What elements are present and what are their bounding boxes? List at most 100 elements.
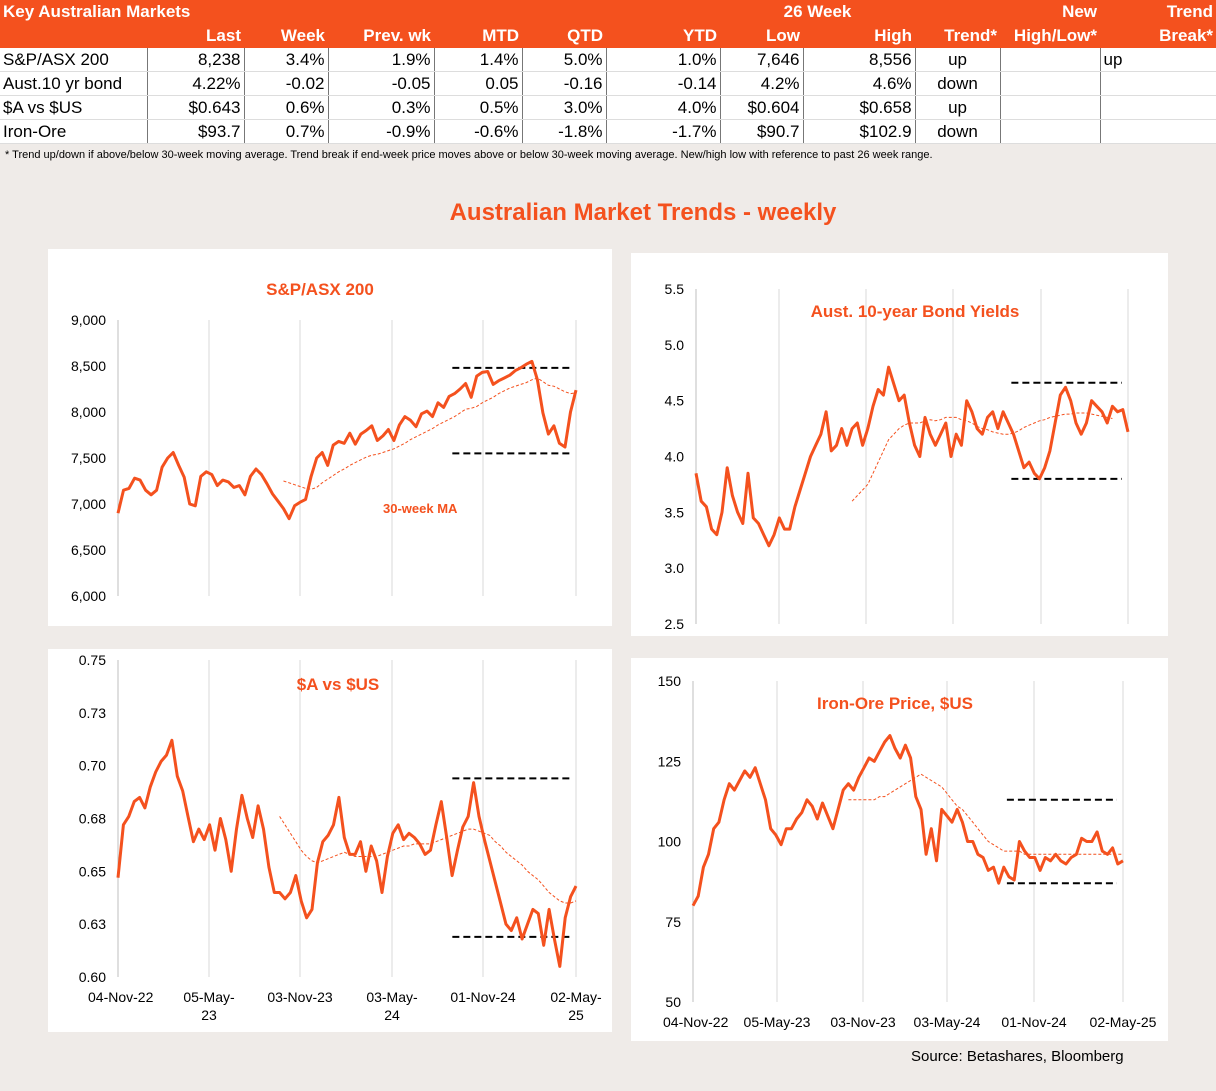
price-line — [116, 359, 578, 521]
cell-name: Iron-Ore — [0, 119, 148, 144]
x-tick-label: 03-Nov-23 — [830, 1014, 896, 1030]
cell-high: 8,556 — [803, 48, 916, 72]
cell-name: $A vs $US — [0, 95, 148, 120]
x-tick-label: 25 — [568, 1007, 584, 1023]
cell-high: $102.9 — [803, 119, 916, 144]
cell-ytd: -0.14 — [606, 71, 721, 96]
price-line — [116, 738, 578, 968]
col-header: MTD — [434, 24, 523, 48]
x-tick-label: 05-May-23 — [744, 1014, 811, 1030]
y-tick-label: 75 — [665, 914, 681, 930]
col-header: Break* — [1100, 24, 1216, 48]
x-tick-label: 04-Nov-22 — [88, 989, 154, 1005]
y-tick-label: 0.60 — [79, 969, 106, 985]
y-tick-label: 2.5 — [665, 616, 685, 632]
x-tick-label: 03-May- — [366, 989, 418, 1005]
cell-trend: up — [915, 48, 1001, 72]
x-tick-label: 23 — [201, 1007, 217, 1023]
x-tick-label: 24 — [384, 1007, 400, 1023]
cell-low: 7,646 — [720, 48, 804, 72]
ma-line — [848, 773, 1123, 855]
bond-chart-panel: 2.5 3.0 3.5 4.0 4.5 5.0 5.5 Aust. 10-year Bond … — [631, 253, 1168, 636]
table-title: Key Australian Markets — [0, 0, 245, 24]
cell-mtd: -0.6% — [434, 119, 523, 144]
asx-chart-panel: 6,000 6,500 7,000 7,500 8,000 8,500 9,000 S&P/A… — [48, 249, 612, 626]
x-tick-label: 03-Nov-23 — [267, 989, 333, 1005]
y-tick-label: 0.65 — [79, 863, 106, 879]
cell-mtd: 0.5% — [434, 95, 523, 120]
col-header: Week — [244, 24, 329, 48]
cell-low: $0.604 — [720, 95, 804, 120]
y-tick-label: 7,500 — [71, 450, 106, 466]
y-tick-label: 0.73 — [79, 705, 106, 721]
cell-trend: up — [915, 95, 1001, 120]
y-tick-label: 4.5 — [665, 393, 685, 409]
y-tick-label: 50 — [665, 994, 681, 1010]
cell-newhl — [1000, 95, 1101, 120]
col-header: Trend* — [915, 24, 1001, 48]
ma-line — [283, 377, 577, 490]
aud-usd-chart: 0.60 0.63 0.65 0.68 0.70 0.73 0.75 04-Nov-22 05-… — [79, 652, 602, 1023]
y-tick-label: 0.75 — [79, 652, 106, 668]
chart-title: $A vs $US — [297, 675, 380, 694]
ma-line — [851, 412, 1113, 502]
y-tick-label: 4.0 — [665, 449, 685, 465]
y-tick-label: 125 — [658, 753, 682, 769]
cell-trend: down — [915, 119, 1001, 144]
cell-last: 4.22% — [147, 71, 245, 96]
col-header: High/Low* — [1000, 24, 1101, 48]
table-row: Iron-Ore $93.7 0.7% -0.9% -0.6% -1.8% -1.7% $90… — [0, 119, 1216, 144]
cell-high: 4.6% — [803, 71, 916, 96]
cell-last: $0.643 — [147, 95, 245, 120]
table-footnote: * Trend up/down if above/below 30-week m… — [5, 149, 933, 161]
price-line — [694, 365, 1130, 548]
aud-chart-panel: 0.60 0.63 0.65 0.68 0.70 0.73 0.75 04-Nov-22 05-… — [48, 649, 612, 1032]
cell-last: 8,238 — [147, 48, 245, 72]
y-tick-label: 9,000 — [71, 312, 106, 328]
cell-mtd: 1.4% — [434, 48, 523, 72]
col-header: QTD — [522, 24, 607, 48]
cell-ytd: 1.0% — [606, 48, 721, 72]
col-header: Last — [147, 24, 245, 48]
cell-qtd: -1.8% — [522, 119, 607, 144]
x-tick-label: 05-May- — [183, 989, 235, 1005]
cell-ytd: 4.0% — [606, 95, 721, 120]
cell-prev: 0.3% — [328, 95, 435, 120]
table-row: $A vs $US $0.643 0.6% 0.3% 0.5% 3.0% 4.0% $0.60… — [0, 95, 1216, 120]
cell-low: 4.2% — [720, 71, 804, 96]
x-tick-label: 02-May-25 — [1090, 1014, 1157, 1030]
y-tick-label: 150 — [658, 673, 682, 689]
source-note: Source: Betashares, Bloomberg — [911, 1048, 1124, 1065]
x-tick-label: 01-Nov-24 — [450, 989, 516, 1005]
bond-yield-chart: 2.5 3.0 3.5 4.0 4.5 5.0 5.5 Aust. 10-year Bond … — [665, 281, 1130, 632]
x-tick-label: 03-May-24 — [914, 1014, 981, 1030]
iron-chart-panel: 50 75 100 125 150 04-Nov-22 05-May-23 03-Nov-23… — [631, 658, 1168, 1041]
cell-week: 0.7% — [244, 119, 329, 144]
cell-name: Aust.10 yr bond — [0, 71, 148, 96]
cell-prev: -0.9% — [328, 119, 435, 144]
trend-break-header-top: Trend — [1100, 0, 1216, 24]
col-header: YTD — [606, 24, 721, 48]
y-tick-label: 0.70 — [79, 758, 106, 774]
y-tick-label: 3.5 — [665, 504, 685, 520]
table-header-top: Key Australian Markets 26 Week New Trend — [0, 0, 1216, 24]
iron-ore-chart: 50 75 100 125 150 04-Nov-22 05-May-23 03-Nov-23… — [658, 673, 1157, 1030]
x-tick-label: 01-Nov-24 — [1001, 1014, 1067, 1030]
y-tick-label: 5.0 — [665, 337, 685, 353]
asx200-chart: 6,000 6,500 7,000 7,500 8,000 8,500 9,000 S&P/A… — [71, 280, 578, 604]
week26-header: 26 Week — [720, 0, 916, 24]
cell-brk — [1100, 71, 1216, 96]
cell-week: 0.6% — [244, 95, 329, 120]
price-line — [691, 734, 1124, 907]
table-row: Aust.10 yr bond 4.22% -0.02 -0.05 0.05 -0.16-… — [0, 71, 1216, 96]
y-tick-label: 8,000 — [71, 404, 106, 420]
y-tick-label: 0.63 — [79, 916, 106, 932]
col-header: Low — [720, 24, 804, 48]
table-row: S&P/ASX 200 8,238 3.4% 1.9% 1.4% 5.0% 1.0% 7,64… — [0, 48, 1216, 72]
cell-mtd: 0.05 — [434, 71, 523, 96]
y-tick-label: 6,000 — [71, 588, 106, 604]
y-tick-label: 5.5 — [665, 281, 685, 297]
chart-title: Aust. 10-year Bond Yields — [811, 302, 1020, 321]
cell-newhl — [1000, 71, 1101, 96]
cell-ytd: -1.7% — [606, 119, 721, 144]
